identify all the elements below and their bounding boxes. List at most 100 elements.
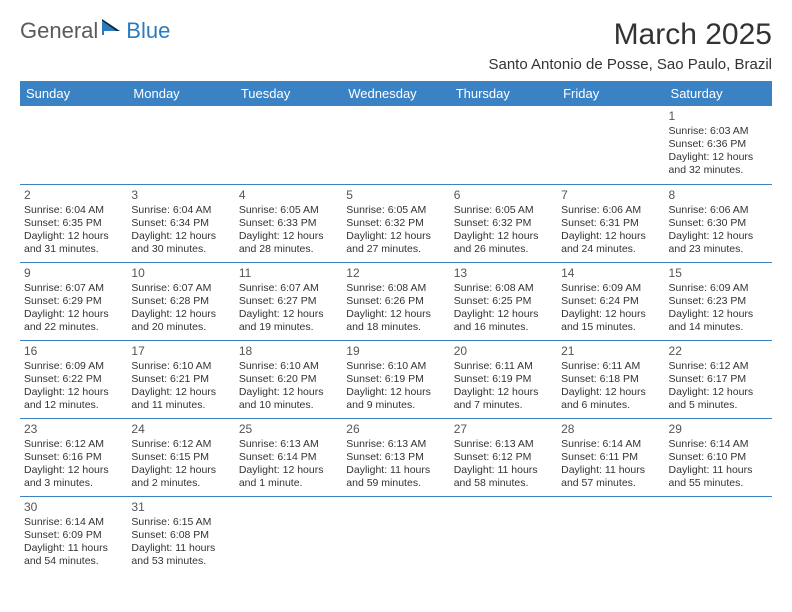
logo-text-general: General xyxy=(20,18,98,44)
calendar-day: 10Sunrise: 6:07 AMSunset: 6:28 PMDayligh… xyxy=(127,262,234,340)
calendar-empty xyxy=(557,496,664,574)
day-number: 9 xyxy=(24,266,123,281)
calendar-day: 9Sunrise: 6:07 AMSunset: 6:29 PMDaylight… xyxy=(20,262,127,340)
day-info-line: and 3 minutes. xyxy=(24,477,123,490)
calendar-day: 1Sunrise: 6:03 AMSunset: 6:36 PMDaylight… xyxy=(665,106,772,184)
day-info-line: Sunrise: 6:10 AM xyxy=(346,360,445,373)
calendar-day: 28Sunrise: 6:14 AMSunset: 6:11 PMDayligh… xyxy=(557,418,664,496)
calendar-empty xyxy=(450,496,557,574)
day-info-line: and 26 minutes. xyxy=(454,243,553,256)
day-info-line: Daylight: 12 hours xyxy=(454,308,553,321)
day-info-line: Sunrise: 6:08 AM xyxy=(346,282,445,295)
day-info-line: Sunrise: 6:14 AM xyxy=(24,516,123,529)
day-info-line: Sunrise: 6:12 AM xyxy=(131,438,230,451)
calendar-day: 25Sunrise: 6:13 AMSunset: 6:14 PMDayligh… xyxy=(235,418,342,496)
calendar-empty xyxy=(235,106,342,184)
day-info-line: Daylight: 12 hours xyxy=(131,464,230,477)
day-number: 17 xyxy=(131,344,230,359)
day-info-line: and 53 minutes. xyxy=(131,555,230,568)
day-info-line: Sunset: 6:31 PM xyxy=(561,217,660,230)
day-info-line: Sunrise: 6:10 AM xyxy=(131,360,230,373)
calendar-empty xyxy=(127,106,234,184)
calendar-day: 2Sunrise: 6:04 AMSunset: 6:35 PMDaylight… xyxy=(20,184,127,262)
calendar-day: 24Sunrise: 6:12 AMSunset: 6:15 PMDayligh… xyxy=(127,418,234,496)
day-info-line: Daylight: 12 hours xyxy=(669,151,768,164)
calendar-empty xyxy=(665,496,772,574)
day-info-line: Sunset: 6:23 PM xyxy=(669,295,768,308)
day-number: 15 xyxy=(669,266,768,281)
day-info-line: Sunset: 6:17 PM xyxy=(669,373,768,386)
day-info-line: Sunrise: 6:06 AM xyxy=(561,204,660,217)
day-info-line: and 5 minutes. xyxy=(669,399,768,412)
day-number: 16 xyxy=(24,344,123,359)
day-info-line: Sunrise: 6:10 AM xyxy=(239,360,338,373)
calendar-day: 23Sunrise: 6:12 AMSunset: 6:16 PMDayligh… xyxy=(20,418,127,496)
day-info-line: Sunset: 6:14 PM xyxy=(239,451,338,464)
day-number: 12 xyxy=(346,266,445,281)
day-info-line: Sunset: 6:26 PM xyxy=(346,295,445,308)
calendar-day: 8Sunrise: 6:06 AMSunset: 6:30 PMDaylight… xyxy=(665,184,772,262)
day-info-line: Sunrise: 6:07 AM xyxy=(131,282,230,295)
day-info-line: Sunset: 6:35 PM xyxy=(24,217,123,230)
day-info-line: Sunset: 6:15 PM xyxy=(131,451,230,464)
day-info-line: Sunset: 6:34 PM xyxy=(131,217,230,230)
day-info-line: Sunrise: 6:09 AM xyxy=(561,282,660,295)
calendar-day: 18Sunrise: 6:10 AMSunset: 6:20 PMDayligh… xyxy=(235,340,342,418)
day-info-line: Daylight: 11 hours xyxy=(454,464,553,477)
day-number: 26 xyxy=(346,422,445,437)
day-info-line: Daylight: 11 hours xyxy=(561,464,660,477)
day-info-line: Daylight: 11 hours xyxy=(131,542,230,555)
day-number: 10 xyxy=(131,266,230,281)
header: General Blue March 2025 Santo Antonio de… xyxy=(20,18,772,73)
day-info-line: and 19 minutes. xyxy=(239,321,338,334)
day-info-line: Sunset: 6:10 PM xyxy=(669,451,768,464)
day-info-line: and 18 minutes. xyxy=(346,321,445,334)
day-header: Friday xyxy=(557,81,664,106)
calendar-day: 13Sunrise: 6:08 AMSunset: 6:25 PMDayligh… xyxy=(450,262,557,340)
day-info-line: and 7 minutes. xyxy=(454,399,553,412)
day-info-line: Sunrise: 6:07 AM xyxy=(239,282,338,295)
day-info-line: Daylight: 12 hours xyxy=(131,308,230,321)
calendar-day: 30Sunrise: 6:14 AMSunset: 6:09 PMDayligh… xyxy=(20,496,127,574)
day-info-line: and 57 minutes. xyxy=(561,477,660,490)
day-info-line: Daylight: 11 hours xyxy=(669,464,768,477)
day-info-line: and 16 minutes. xyxy=(454,321,553,334)
day-number: 21 xyxy=(561,344,660,359)
day-info-line: and 59 minutes. xyxy=(346,477,445,490)
day-info-line: Sunrise: 6:05 AM xyxy=(454,204,553,217)
day-info-line: Daylight: 12 hours xyxy=(239,230,338,243)
day-info-line: Sunrise: 6:05 AM xyxy=(346,204,445,217)
calendar-day: 16Sunrise: 6:09 AMSunset: 6:22 PMDayligh… xyxy=(20,340,127,418)
logo: General Blue xyxy=(20,18,170,44)
calendar-day: 21Sunrise: 6:11 AMSunset: 6:18 PMDayligh… xyxy=(557,340,664,418)
day-number: 14 xyxy=(561,266,660,281)
month-title: March 2025 xyxy=(488,18,772,52)
day-info-line: and 10 minutes. xyxy=(239,399,338,412)
day-info-line: Sunrise: 6:03 AM xyxy=(669,125,768,138)
day-info-line: Sunset: 6:12 PM xyxy=(454,451,553,464)
day-info-line: Sunrise: 6:13 AM xyxy=(239,438,338,451)
day-info-line: Daylight: 11 hours xyxy=(24,542,123,555)
calendar-table: SundayMondayTuesdayWednesdayThursdayFrid… xyxy=(20,81,772,574)
day-header: Wednesday xyxy=(342,81,449,106)
day-info-line: and 24 minutes. xyxy=(561,243,660,256)
day-info-line: Sunset: 6:32 PM xyxy=(346,217,445,230)
day-info-line: Sunset: 6:25 PM xyxy=(454,295,553,308)
day-info-line: and 1 minute. xyxy=(239,477,338,490)
day-number: 28 xyxy=(561,422,660,437)
calendar-day: 14Sunrise: 6:09 AMSunset: 6:24 PMDayligh… xyxy=(557,262,664,340)
calendar-week: 23Sunrise: 6:12 AMSunset: 6:16 PMDayligh… xyxy=(20,418,772,496)
day-number: 23 xyxy=(24,422,123,437)
day-header: Tuesday xyxy=(235,81,342,106)
day-info-line: Sunset: 6:27 PM xyxy=(239,295,338,308)
day-header: Thursday xyxy=(450,81,557,106)
day-number: 22 xyxy=(669,344,768,359)
day-info-line: Sunset: 6:22 PM xyxy=(24,373,123,386)
day-number: 11 xyxy=(239,266,338,281)
calendar-empty xyxy=(557,106,664,184)
day-info-line: and 15 minutes. xyxy=(561,321,660,334)
day-info-line: Sunset: 6:24 PM xyxy=(561,295,660,308)
calendar-empty xyxy=(342,496,449,574)
day-info-line: Sunrise: 6:06 AM xyxy=(669,204,768,217)
day-info-line: Sunrise: 6:09 AM xyxy=(24,360,123,373)
